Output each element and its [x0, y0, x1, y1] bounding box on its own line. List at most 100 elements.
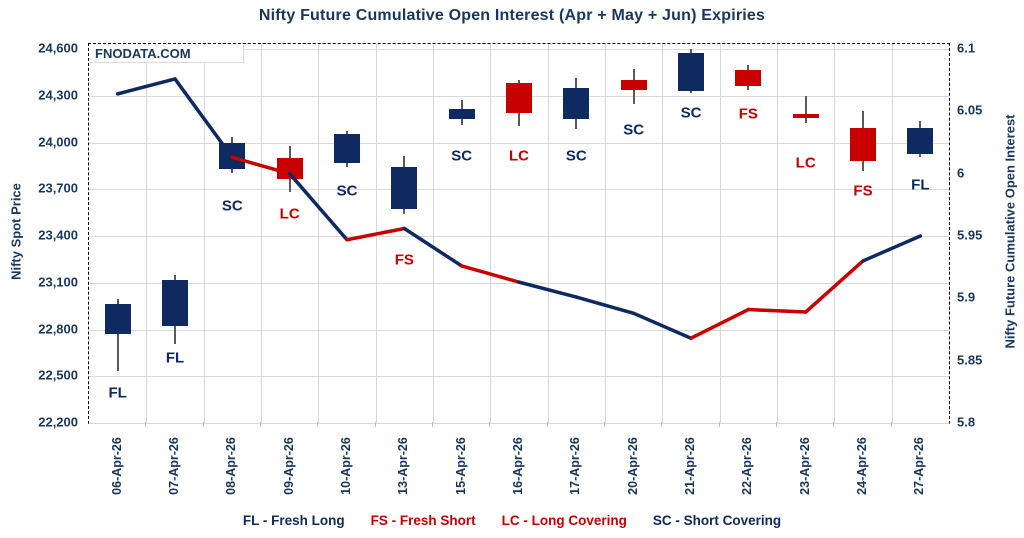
candle-body: [448, 108, 475, 120]
gridline-vertical: [891, 44, 893, 423]
x-axis-label: 24-Apr-26: [855, 437, 869, 495]
day-label: FL: [911, 176, 930, 194]
candle-body: [162, 279, 188, 327]
left-axis-tick-label: 24,600: [38, 40, 78, 56]
x-axis-label: 13-Apr-26: [396, 437, 411, 495]
candle-body: [276, 158, 303, 180]
candle-body: [391, 167, 418, 210]
right-axis-tick-label: 5.95: [957, 227, 983, 243]
day-label: LC: [795, 154, 816, 172]
right-axis-tick-label: 6: [957, 165, 965, 181]
x-axis-tick-mark: [661, 422, 663, 427]
right-axis-tick-label: 5.8: [957, 414, 976, 430]
gridline-vertical: [777, 44, 778, 423]
day-label: LC: [279, 205, 300, 223]
gridline-vertical: [605, 44, 606, 423]
gridline-vertical: [490, 44, 492, 423]
x-axis-tick-mark: [432, 422, 433, 427]
gridline-vertical: [146, 44, 148, 423]
right-axis-ticks: 6.1 6.05 6 5.95 5.9 5.85 5.8: [957, 40, 1003, 430]
left-axis-tick-label: 23,400: [38, 227, 78, 243]
day-label: FS: [738, 105, 758, 123]
day-label: FS: [853, 182, 873, 200]
left-axis-tick-label: 23,700: [38, 180, 78, 196]
day-label: SC: [221, 197, 243, 215]
legend-item: LC - Long Covering: [501, 513, 627, 528]
candle-body: [850, 128, 876, 162]
day-label: SC: [623, 121, 645, 139]
day-label: FL: [108, 384, 127, 402]
x-axis-label: 22-Apr-26: [740, 437, 755, 495]
x-axis-label: 09-Apr-26: [281, 437, 296, 495]
x-axis-label: 20-Apr-26: [625, 437, 640, 495]
candle-body: [219, 142, 246, 169]
x-axis-tick-mark: [546, 422, 548, 427]
day-label: LC: [509, 147, 529, 165]
chart-title: Nifty Future Cumulative Open Interest (A…: [258, 7, 766, 24]
right-axis-title: Nifty Future Cumulative Open Interest: [1002, 114, 1018, 349]
watermark: FNODATA.COM: [90, 45, 244, 63]
legend: FL - Fresh Long FS - Fresh Short LC - Long…: [0, 513, 1024, 528]
right-axis-tick-label: 5.9: [957, 289, 976, 305]
day-label: FL: [165, 349, 185, 367]
candle-body: [506, 82, 532, 113]
right-axis-tick-label: 5.85: [957, 352, 983, 368]
plot-area: FL FL SC LC SC FS SC LC SC SC SC FS LC FS FL FNODATA.C…: [88, 43, 950, 424]
gridline-horizontal: [89, 49, 949, 50]
x-axis-label: 08-Apr-26: [224, 437, 239, 495]
x-axis-tick-mark: [604, 422, 605, 427]
x-axis-label: 10-Apr-26: [339, 437, 353, 495]
x-axis-tick-mark: [202, 422, 204, 427]
legend-item: FL - Fresh Long: [242, 513, 345, 528]
left-axis-tick-label: 22,500: [38, 367, 78, 383]
gridline-vertical: [547, 44, 549, 423]
x-axis-tick-mark: [145, 422, 147, 427]
x-axis-label: 07-Apr-26: [167, 437, 181, 495]
left-axis-ticks: 24,600 24,300 24,000 23,700 23,400 23,100 22,8…: [0, 40, 78, 430]
x-axis-tick-mark: [776, 422, 777, 427]
day-label: SC: [680, 104, 702, 122]
x-axis-label: 17-Apr-26: [568, 437, 583, 495]
gridline-vertical: [203, 44, 205, 423]
left-axis-tick-label: 24,000: [38, 134, 78, 149]
gridline-horizontal: [89, 236, 949, 237]
day-label: SC: [336, 182, 358, 200]
gridline-horizontal: [89, 376, 949, 378]
gridline-horizontal: [89, 329, 949, 331]
gridline-horizontal: [89, 142, 949, 144]
x-axis-label: 23-Apr-26: [797, 437, 812, 495]
x-axis-tick-mark: [890, 422, 892, 427]
candle-body: [792, 113, 819, 119]
gridline-vertical: [719, 44, 721, 423]
gridline-vertical: [261, 44, 262, 423]
right-axis-tick-label: 6.1: [957, 40, 976, 56]
x-axis-tick-mark: [718, 422, 720, 427]
x-axis-label: 27-Apr-26: [912, 437, 927, 495]
x-axis-tick-mark: [260, 422, 261, 427]
gridline-horizontal: [89, 189, 949, 191]
left-axis-tick-label: 23,100: [38, 274, 78, 290]
gridline-vertical: [433, 44, 434, 423]
gridline-horizontal: [89, 423, 949, 424]
candle-body: [104, 303, 131, 335]
left-axis-tick-label: 22,200: [38, 414, 78, 430]
right-axis-tick-label: 6.05: [957, 102, 983, 118]
candle-body: [334, 133, 360, 163]
candle-wick: [116, 299, 119, 371]
x-axis-label: 06-Apr-26: [109, 437, 124, 495]
x-axis-tick-mark: [489, 422, 491, 427]
x-axis-label: 21-Apr-26: [683, 437, 697, 495]
gridline-vertical: [375, 44, 377, 423]
candle-body: [678, 52, 704, 92]
day-label: FS: [394, 251, 414, 269]
day-label: SC: [565, 147, 587, 165]
legend-item: SC - Short Covering: [652, 513, 782, 528]
left-axis-title: Nifty Spot Price: [8, 183, 24, 280]
gridline-vertical: [662, 44, 664, 423]
x-axis-label: 15-Apr-26: [453, 437, 468, 495]
x-axis-tick-mark: [833, 422, 835, 427]
legend-item: FS - Fresh Short: [370, 513, 476, 528]
x-axis-tick-mark: [317, 422, 319, 427]
day-label: SC: [451, 147, 473, 165]
